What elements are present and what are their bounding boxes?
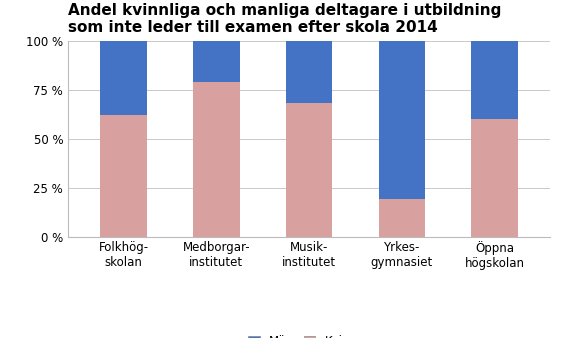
Bar xyxy=(100,41,147,115)
Bar xyxy=(379,199,425,237)
Bar xyxy=(100,115,147,237)
Legend: Män, Kvinnor: Män, Kvinnor xyxy=(243,331,375,338)
Text: Andel kvinnliga och manliga deltagare i utbildning
som inte leder till examen ef: Andel kvinnliga och manliga deltagare i … xyxy=(68,3,501,35)
Bar xyxy=(193,41,239,82)
Bar xyxy=(379,41,425,199)
Bar xyxy=(286,41,332,103)
Bar xyxy=(471,41,518,119)
Bar xyxy=(471,119,518,237)
Bar xyxy=(286,103,332,237)
Bar xyxy=(193,82,239,237)
